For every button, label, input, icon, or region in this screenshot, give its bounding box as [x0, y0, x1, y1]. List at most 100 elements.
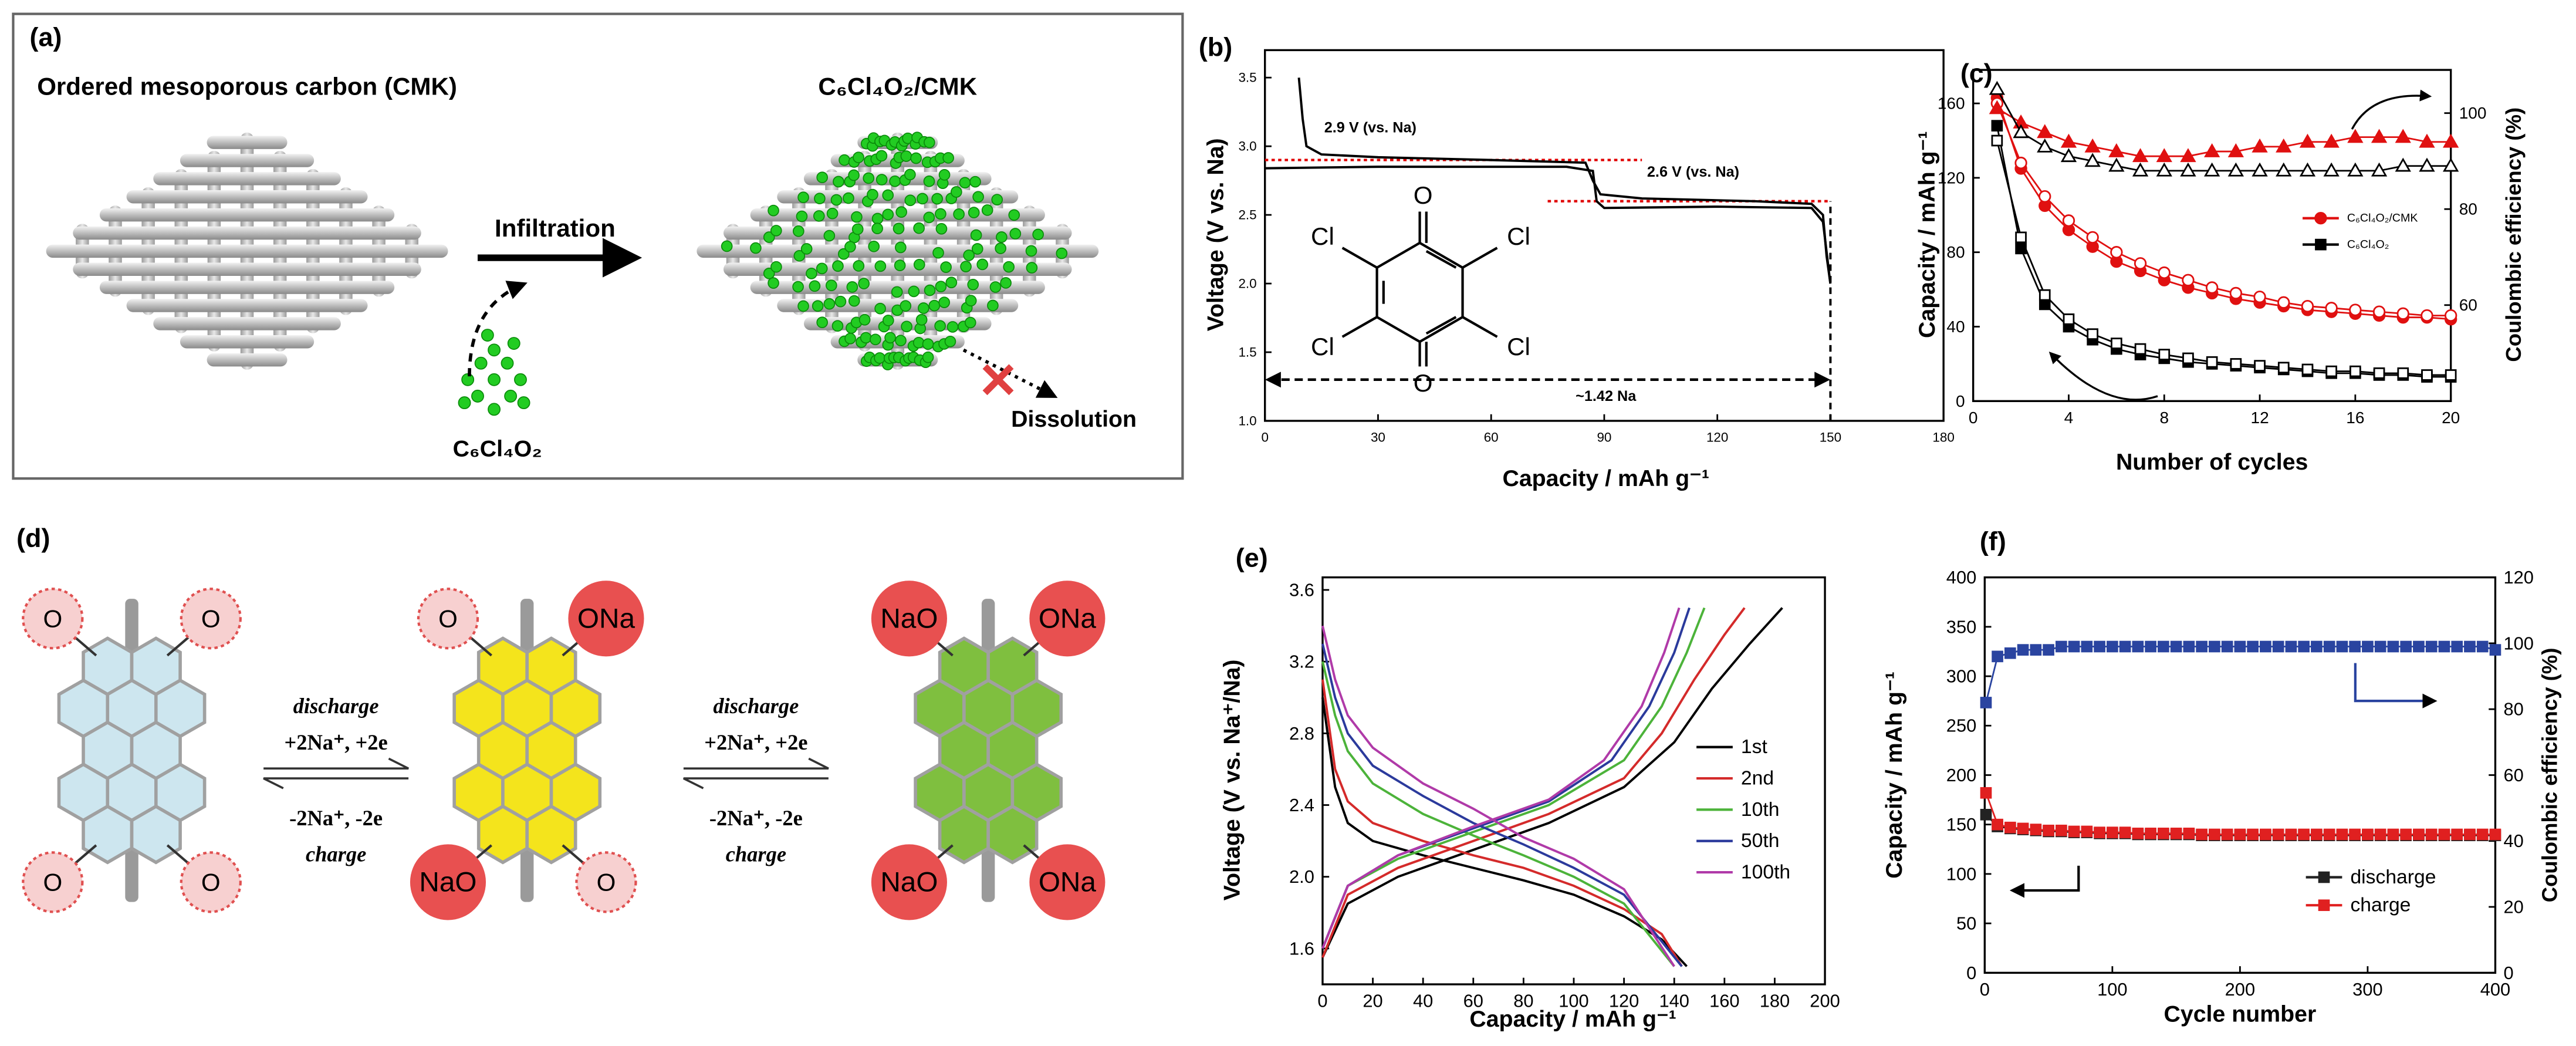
y-axis-label: Voltage (V vs. Na⁺/Na): [1219, 660, 1245, 901]
carbon-rod: [180, 154, 315, 167]
point: [2134, 257, 2147, 270]
molecule-dot: [935, 281, 947, 293]
point: [2227, 162, 2244, 177]
point: [2400, 640, 2412, 653]
point: [1980, 808, 1992, 821]
point: [2419, 133, 2435, 148]
legend-label: C₆Cl₄O₂/CMK: [2347, 212, 2418, 225]
molecule-dot: [917, 193, 928, 205]
point: [2183, 827, 2195, 839]
molecule-dot: [913, 222, 925, 234]
point: [2014, 156, 2027, 170]
x-tick-label: 40: [1413, 991, 1433, 1011]
group-label: O: [43, 868, 62, 896]
molecule-dot: [721, 240, 733, 252]
x-tick-label: 60: [1463, 991, 1483, 1011]
legend-label: 1st: [1741, 736, 1768, 758]
point: [2445, 369, 2457, 381]
molecule-dot: [981, 204, 993, 216]
point: [2068, 825, 2080, 838]
molecule-dot: [768, 277, 779, 289]
point: [2301, 363, 2314, 376]
point: [2221, 640, 2233, 653]
point: [2395, 129, 2411, 143]
y-tick-label: 350: [1946, 616, 1977, 637]
point: [2476, 828, 2489, 841]
molecule-dot: [844, 241, 856, 253]
point: [2196, 640, 2207, 653]
point: [2311, 828, 2323, 841]
molecule-dot: [923, 211, 935, 224]
molecule-dot: [870, 333, 881, 346]
carbon-rod: [126, 299, 368, 312]
point: [2081, 640, 2093, 653]
group-circle: [180, 851, 242, 913]
x-tick-label: 8: [2159, 409, 2169, 427]
molecule-dot: [882, 189, 894, 201]
point: [2349, 303, 2362, 316]
point: [2017, 644, 2029, 656]
point: [2298, 828, 2310, 841]
point: [2037, 124, 2053, 139]
molecule-dot: [968, 207, 980, 218]
point: [2134, 343, 2146, 355]
molecule-dot: [816, 262, 828, 275]
point: [2132, 827, 2144, 839]
point: [2108, 143, 2125, 157]
x-tick-label: 0: [1317, 991, 1327, 1011]
point: [2204, 143, 2220, 157]
x-tick-label: 180: [1760, 991, 1790, 1011]
point: [1980, 697, 1992, 708]
molecule-dot: [1008, 209, 1020, 221]
point: [2145, 827, 2156, 839]
point: [2110, 246, 2123, 259]
molecule-dot: [763, 268, 775, 279]
molecule-dot: [895, 335, 907, 347]
y-tick-label: 0: [1956, 392, 1965, 410]
point: [2277, 296, 2290, 309]
point: [2373, 367, 2385, 379]
x-tick-label: 0: [1261, 430, 1268, 445]
molecule-dot: [806, 268, 817, 279]
ring: [82, 804, 134, 865]
point: [2443, 133, 2459, 148]
molecule-dot: [893, 222, 905, 235]
point: [2413, 828, 2425, 841]
molecule-dot: [858, 313, 871, 326]
molecule-dot: [1056, 247, 1068, 259]
molecule-dot: [770, 225, 782, 237]
point: [2227, 143, 2244, 157]
x-tick-label: 60: [1484, 430, 1499, 445]
point: [2421, 369, 2433, 381]
point: [2323, 828, 2335, 841]
y2-axis-label: Coulombic efficiency (%): [2501, 107, 2526, 362]
arrow: [2354, 663, 2438, 708]
y2-tick-label: 60: [2503, 765, 2523, 785]
point: [2234, 828, 2246, 841]
molecule-dot: [826, 279, 837, 292]
y-tick-label: 2.0: [1289, 866, 1314, 887]
molecule-dot: [894, 259, 906, 271]
molecule-dot: [971, 243, 983, 255]
legend-label: C₆Cl₄O₂: [2347, 238, 2389, 251]
point: [2451, 828, 2463, 841]
plot-frame: [1972, 69, 2452, 402]
group-label: O: [201, 605, 221, 632]
ring: [938, 804, 990, 865]
y-tick-label: 250: [1946, 716, 1977, 736]
molecule-dot: [882, 315, 894, 326]
y-tick-label: 0: [1966, 963, 1976, 983]
x-tick-label: 400: [2480, 979, 2511, 1000]
molecule-dot: [1003, 261, 1015, 273]
molecule-dot: [863, 172, 875, 184]
point: [2209, 640, 2220, 653]
point: [1989, 80, 2006, 95]
point: [2489, 644, 2501, 656]
point: [2425, 828, 2438, 841]
point: [2311, 640, 2323, 653]
point: [2204, 162, 2220, 177]
molecule-dot: [944, 335, 956, 347]
series-line: [1321, 607, 1783, 967]
point: [2004, 821, 2016, 834]
